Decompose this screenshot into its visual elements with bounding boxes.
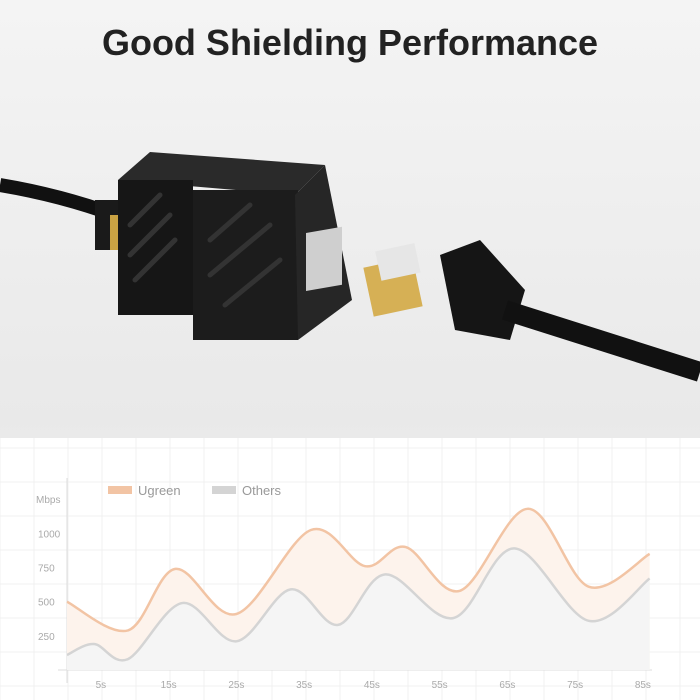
x-tick-label: 35s: [296, 680, 312, 691]
series-line-ugreen: [66, 507, 651, 633]
legend-swatch-others: [212, 486, 236, 494]
x-tick-label: 75s: [567, 680, 583, 691]
right-plug-clear: [375, 243, 421, 281]
page-title: Good Shielding Performance: [101, 22, 599, 63]
speed-chart: Mbps 250 500 750 1000 5s 15s 25s 35s 45s 55s 65s 75s…: [0, 438, 700, 700]
y-tick-label: 250: [38, 632, 55, 643]
y-tick-label: 750: [38, 564, 55, 575]
product-photo: [0, 152, 700, 382]
y-tick-label: 500: [38, 598, 55, 609]
y-tick-label: 1000: [38, 529, 61, 540]
series-area-others: [67, 548, 650, 670]
legend-swatch-ugreen: [108, 486, 132, 494]
legend-label-ugreen: Ugreen: [138, 483, 181, 498]
coupler-vent-slots: [127, 192, 283, 308]
x-tick-label: 55s: [432, 680, 448, 691]
y-axis-label: Mbps: [36, 495, 60, 506]
x-tick-label: 85s: [635, 680, 651, 691]
x-tick-label: 5s: [96, 680, 107, 691]
series-line-others: [66, 547, 651, 662]
legend-label-others: Others: [242, 483, 282, 498]
x-tick-label: 25s: [228, 680, 244, 691]
right-plug-boot: [440, 240, 525, 340]
x-tick-label: 15s: [161, 680, 177, 691]
x-tick-label: 45s: [364, 680, 380, 691]
rj45-port: [306, 226, 342, 292]
right-cable: [501, 300, 700, 382]
coupler-right-body: [193, 190, 298, 340]
x-tick-label: 65s: [499, 680, 515, 691]
